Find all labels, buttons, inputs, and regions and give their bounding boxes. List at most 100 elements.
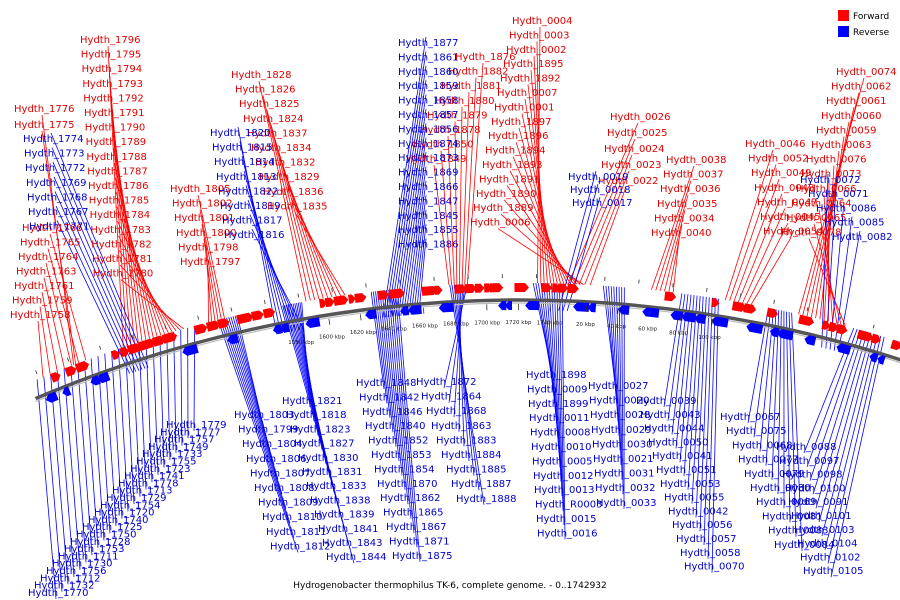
gene-label: Hydth_0053 <box>660 479 721 490</box>
connector-line <box>453 284 475 476</box>
gene-label: Hydth_1816 <box>224 230 285 241</box>
gene-label: Hydth_0049 <box>751 168 812 179</box>
connector-line <box>392 289 415 534</box>
minor-tick <box>872 324 875 329</box>
tick-label: 1700 kbp <box>474 320 500 326</box>
forward-gene <box>821 320 831 330</box>
gene-label: Hydth_1784 <box>90 210 151 221</box>
minor-tick <box>66 357 70 362</box>
forward-gene <box>217 318 230 329</box>
gene-label: Hydth_0071 <box>808 189 869 200</box>
connector-line <box>589 186 627 286</box>
connector-line <box>262 95 311 301</box>
gene-label: Hydth_0020 <box>589 396 650 407</box>
gene-label: Hydth_1728 <box>70 537 131 548</box>
gene-label: Hydth_R0003 <box>535 500 602 511</box>
gene-label: Hydth_1843 <box>322 538 383 549</box>
connector-line <box>405 166 427 316</box>
connector-line <box>63 368 81 570</box>
gene-label: Hydth_1884 <box>441 450 502 461</box>
forward-gene <box>766 307 779 318</box>
connector-line <box>375 291 391 418</box>
gene-label: Hydth_1846 <box>362 407 423 418</box>
connector-line <box>464 77 477 285</box>
connector-line <box>418 238 427 315</box>
gene-label: Hydth_1855 <box>398 225 459 236</box>
gene-label: Hydth_0073 <box>801 169 862 180</box>
gene-label: Hydth_0006 <box>470 218 531 229</box>
connector-line <box>282 305 355 564</box>
connector-line <box>36 379 57 599</box>
gene-label: Hydth_1791 <box>84 108 145 119</box>
gene-label: Hydth_0103 <box>794 525 855 536</box>
gene-label: Hydth_0019 <box>568 172 629 183</box>
gene-label: Hydth_0008 <box>530 428 591 439</box>
gene-label: Hydth_0091 <box>788 497 849 508</box>
connector-line <box>118 250 177 332</box>
reverse-gene <box>573 302 590 312</box>
gene-label: Hydth_1879 <box>427 110 488 121</box>
legend-swatch-forward <box>838 10 849 21</box>
gene-label: Hydth_0029 <box>591 425 652 436</box>
forward-gene <box>434 285 443 295</box>
gene-label: Hydth_1793 <box>82 79 142 90</box>
gene-label: Hydth_1772 <box>25 163 86 174</box>
gene-label: Hydth_1783 <box>90 225 150 236</box>
connector-line <box>387 65 427 318</box>
connector-line <box>818 209 838 324</box>
gene-label: Hydth_1891 <box>479 174 540 185</box>
gene-label: Hydth_1858 <box>398 96 459 107</box>
connector-line <box>737 193 783 303</box>
gene-label: Hydth_1883 <box>436 435 497 446</box>
connector-line <box>433 165 450 286</box>
gene-label: Hydth_1860 <box>398 67 459 78</box>
gene-label: Hydth_1845 <box>398 211 459 222</box>
forward-gene <box>514 283 529 293</box>
gene-label: Hydth_0105 <box>803 566 864 577</box>
gene-label: Hydth_0056 <box>672 520 733 531</box>
gene-label: Hydth_0027 <box>588 381 649 392</box>
connector-line <box>809 329 861 481</box>
gene-label: Hydth_1811 <box>266 527 327 538</box>
connector-line <box>396 288 421 562</box>
gene-label: Hydth_1866 <box>398 182 459 193</box>
gene-label: Hydth_0054 <box>763 227 824 238</box>
gene-label: Hydth_1758 <box>10 310 71 321</box>
connector-line <box>104 353 117 526</box>
connector-line <box>219 319 295 538</box>
connector-line <box>449 284 485 505</box>
gene-label: Hydth_1827 <box>294 439 355 450</box>
connector-line <box>70 365 87 563</box>
forward-gene <box>347 294 356 304</box>
gene-label: Hydth_0013 <box>534 485 595 496</box>
connector-line <box>397 123 427 317</box>
connector-line <box>566 196 601 312</box>
connector-line <box>655 180 692 291</box>
connector-line <box>830 336 885 578</box>
connector-line <box>119 264 181 331</box>
gene-label: Hydth_0017 <box>572 198 633 209</box>
tick-label: 1640 kbp <box>381 327 407 333</box>
connector-line <box>379 290 397 447</box>
reverse-gene <box>365 309 378 320</box>
tick-mark <box>648 310 651 317</box>
gene-label: Hydth_0082 <box>832 232 893 243</box>
forward-gene <box>798 314 815 326</box>
forward-gene <box>827 321 839 333</box>
forward-gene <box>250 310 264 321</box>
gene-label: Hydth_1899 <box>528 399 589 410</box>
connector-line <box>788 312 797 537</box>
connector-line <box>824 334 878 550</box>
connector-line <box>217 319 299 553</box>
gene-label: Hydth_1897 <box>491 117 552 128</box>
gene-label: Hydth_1806 <box>246 454 307 465</box>
minor-tick <box>739 293 742 298</box>
connector-line <box>51 147 146 369</box>
connector-line <box>239 141 282 334</box>
connector-line <box>45 262 72 366</box>
gene-label: Hydth_1788 <box>86 152 146 163</box>
connector-line <box>532 282 555 382</box>
gene-label: Hydth_0039 <box>636 396 697 407</box>
gene-label: Hydth_1768 <box>27 192 88 203</box>
gene-label: Hydth_1870 <box>377 479 438 490</box>
